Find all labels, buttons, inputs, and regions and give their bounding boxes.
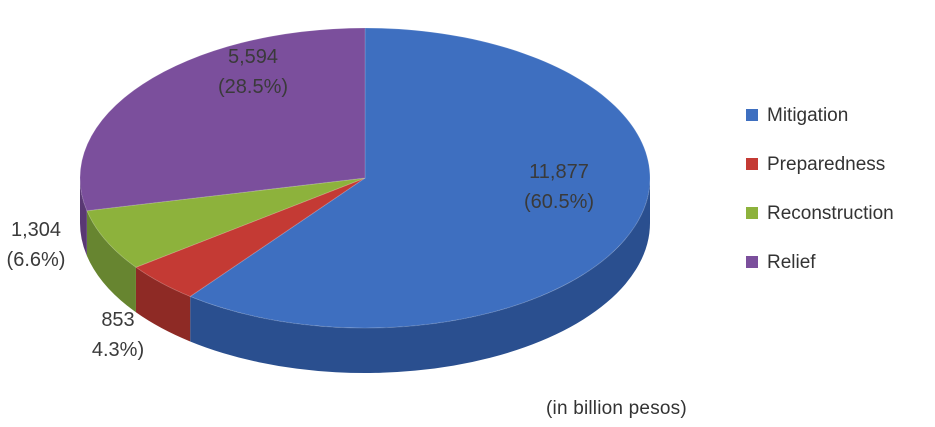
- pie-slices: [79, 27, 651, 329]
- pie-slice-preparedness: [134, 177, 366, 298]
- pie-side-mitigation: [190, 178, 651, 374]
- legend-swatch-mitigation: [746, 109, 758, 121]
- legend-label-mitigation: Mitigation: [767, 105, 848, 126]
- legend-swatch-reconstruction: [746, 207, 758, 219]
- percent-label-preparedness: 4.3%): [92, 339, 144, 361]
- pie-side-relief: [80, 178, 87, 256]
- legend-label-relief: Relief: [767, 252, 816, 273]
- percent-label-mitigation: (60.5%): [524, 191, 594, 213]
- legend-label-preparedness: Preparedness: [767, 154, 885, 175]
- value-label-preparedness: 853: [101, 309, 134, 331]
- pie-side-preparedness: [135, 267, 191, 342]
- value-label-mitigation: 11,877: [529, 161, 589, 183]
- unit-note: (in billion pesos): [546, 398, 687, 419]
- pie-slice-relief: [79, 27, 366, 212]
- pie-side-reconstruction: [86, 210, 136, 313]
- percent-label-reconstruction: (6.6%): [7, 249, 66, 271]
- value-label-relief: 5,594: [228, 46, 278, 68]
- legend-swatch-preparedness: [746, 158, 758, 170]
- legend-label-reconstruction: Reconstruction: [767, 203, 894, 224]
- data-labels: 11,877 (60.5%) 853 4.3%) 1,304 (6.6%) 5,594 (28…: [7, 46, 594, 361]
- percent-label-relief: (28.5%): [218, 76, 288, 98]
- pie-slice-reconstruction: [86, 177, 366, 268]
- value-label-reconstruction: 1,304: [11, 219, 61, 241]
- pie-sides: [80, 178, 651, 374]
- legend-swatch-relief: [746, 256, 758, 268]
- pie-slice-mitigation: [189, 27, 651, 329]
- legend: Mitigation Preparedness Reconstruction Reli…: [746, 105, 894, 273]
